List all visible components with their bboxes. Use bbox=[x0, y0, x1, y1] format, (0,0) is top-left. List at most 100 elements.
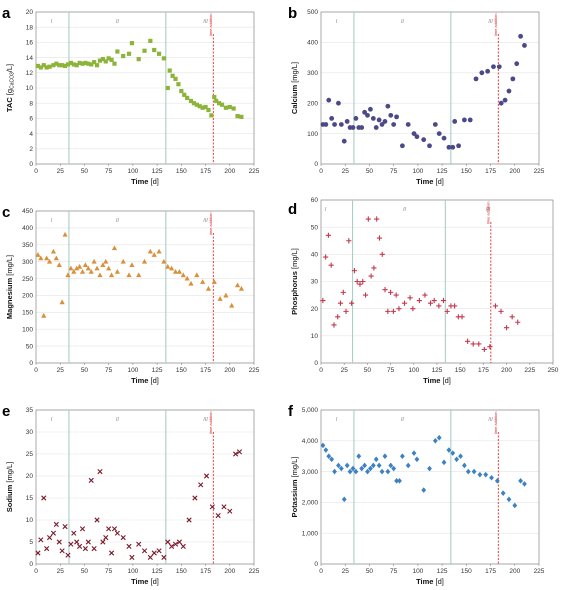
data-point bbox=[198, 482, 204, 488]
data-point bbox=[382, 287, 388, 293]
x-tick-label: 50 bbox=[81, 568, 89, 575]
x-axis-label: Time [d] bbox=[131, 177, 159, 186]
data-point bbox=[336, 100, 341, 106]
data-point bbox=[57, 63, 62, 68]
x-tick-label: 100 bbox=[412, 568, 423, 575]
y-tick-label: 100 bbox=[307, 131, 318, 138]
panel-c: c 0 50 100 150 200 250 300 350 400 450 0 25 50 75 100 12… bbox=[2, 204, 260, 385]
data-point bbox=[38, 65, 43, 70]
x-tick-label: 100 bbox=[408, 367, 419, 374]
data-point bbox=[382, 453, 388, 459]
phase-label: I bbox=[51, 218, 53, 224]
data-point bbox=[41, 495, 47, 501]
x-tick-label: 150 bbox=[455, 367, 466, 374]
x-tick-label: 200 bbox=[509, 168, 520, 175]
phase-label: I bbox=[51, 417, 53, 423]
data-point bbox=[53, 255, 59, 261]
data-point bbox=[376, 117, 382, 123]
y-tick-label: 100 bbox=[22, 326, 33, 333]
data-point bbox=[212, 95, 217, 100]
data-point bbox=[376, 235, 383, 241]
x-tick-label: 125 bbox=[152, 568, 163, 575]
y-tick-label: 14 bbox=[26, 55, 34, 62]
data-point bbox=[446, 144, 452, 150]
data-point bbox=[35, 550, 41, 556]
data-point bbox=[126, 543, 132, 549]
y-tick-label: 10 bbox=[26, 517, 34, 524]
data-point bbox=[234, 282, 241, 288]
y-tick-label: 4 bbox=[29, 131, 33, 138]
x-tick-label: 225 bbox=[534, 168, 545, 175]
data-point bbox=[506, 88, 512, 94]
plot-frame bbox=[35, 210, 255, 364]
data-point bbox=[407, 295, 413, 301]
data-point bbox=[373, 125, 379, 130]
data-point bbox=[50, 248, 57, 254]
data-point bbox=[71, 530, 77, 536]
y-tick-label: 300 bbox=[22, 259, 33, 266]
data-point bbox=[498, 100, 504, 106]
data-point bbox=[103, 258, 109, 264]
data-point bbox=[91, 258, 97, 264]
phase-label: II bbox=[116, 417, 120, 423]
data-point bbox=[47, 64, 52, 69]
x-tick-label: 0 bbox=[34, 168, 38, 175]
data-point bbox=[326, 453, 332, 459]
x-tick-label: 150 bbox=[176, 168, 187, 175]
data-point bbox=[353, 116, 359, 121]
data-point bbox=[65, 62, 71, 67]
data-point bbox=[120, 535, 126, 541]
x-tick-label: 175 bbox=[485, 568, 496, 575]
data-point bbox=[152, 47, 157, 53]
data-point bbox=[180, 543, 186, 549]
plot-frame bbox=[320, 11, 540, 165]
data-point bbox=[82, 546, 89, 552]
data-point bbox=[368, 106, 373, 112]
data-point bbox=[351, 268, 358, 274]
data-point bbox=[335, 314, 341, 320]
x-tick-label: 175 bbox=[485, 168, 496, 175]
y-tick-label: 5,000 bbox=[302, 407, 319, 414]
y-tick-label: 6 bbox=[29, 116, 33, 123]
data-point bbox=[341, 496, 347, 503]
data-point bbox=[176, 82, 181, 87]
y-tick-label: 200 bbox=[22, 293, 33, 300]
data-point bbox=[494, 478, 500, 484]
x-axis-label: Time [d] bbox=[416, 577, 444, 586]
data-point bbox=[214, 98, 219, 104]
y-axis-label: Potassium [mg/L] bbox=[290, 457, 299, 518]
data-point bbox=[227, 508, 233, 514]
data-point bbox=[65, 272, 71, 278]
y-tick-label: 3,000 bbox=[302, 469, 319, 476]
data-point bbox=[126, 51, 132, 56]
lime-addition-annotation: lime addition bbox=[208, 412, 213, 434]
x-tick-label: 100 bbox=[127, 568, 138, 575]
y-tick-label: 450 bbox=[22, 208, 33, 215]
y-tick-label: 10 bbox=[26, 85, 34, 92]
panel-d: d 0 10 20 30 40 50 60 0 25 50 75 100 125 150 175 200 225 2… bbox=[288, 197, 559, 385]
data-point bbox=[518, 33, 523, 39]
data-point bbox=[362, 292, 369, 298]
y-tick-label: 12 bbox=[26, 70, 34, 77]
y-tick-label: 2 bbox=[29, 146, 33, 153]
data-point bbox=[323, 447, 329, 453]
x-tick-label: 75 bbox=[105, 367, 113, 374]
data-point bbox=[197, 104, 202, 109]
data-point bbox=[432, 122, 438, 127]
data-point bbox=[129, 41, 135, 46]
lime-addition-annotation: lime addition bbox=[208, 213, 213, 235]
data-point bbox=[441, 135, 447, 141]
data-point bbox=[331, 322, 337, 328]
data-point bbox=[506, 496, 512, 503]
data-point bbox=[500, 490, 506, 496]
x-tick-label: 250 bbox=[548, 367, 559, 374]
data-point bbox=[483, 471, 489, 478]
data-point bbox=[191, 101, 197, 106]
data-point bbox=[100, 539, 106, 545]
data-point bbox=[161, 258, 167, 264]
y-tick-label: 500 bbox=[307, 9, 318, 16]
data-point bbox=[136, 541, 142, 547]
data-point bbox=[91, 546, 97, 552]
data-point bbox=[79, 269, 86, 274]
